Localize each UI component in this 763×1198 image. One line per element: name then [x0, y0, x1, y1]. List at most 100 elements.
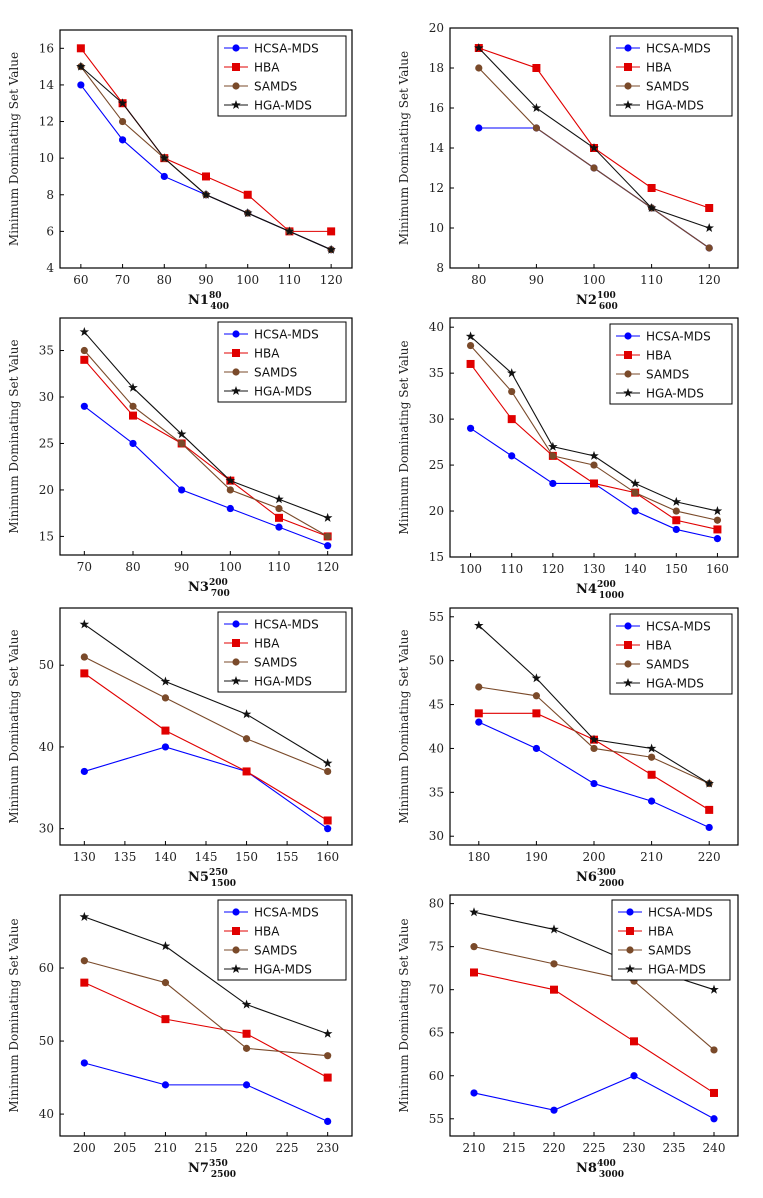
x-tick-label: 230 — [316, 1141, 339, 1155]
legend-label: SAMDS — [646, 658, 689, 672]
data-point — [323, 816, 332, 825]
data-point — [284, 226, 295, 236]
x-axis-name: N4 — [576, 582, 597, 597]
legend-label: SAMDS — [646, 80, 689, 94]
data-point — [713, 516, 722, 524]
legend-label: SAMDS — [254, 366, 297, 380]
data-point — [713, 525, 722, 534]
series-hga-mds — [79, 326, 333, 522]
legend-label: HGA-MDS — [646, 99, 704, 113]
x-tick-label: 100 — [236, 273, 259, 287]
y-tick-label: 35 — [429, 366, 444, 380]
legend-label: HBA — [646, 61, 672, 75]
legend: HCSA-MDS HBA SAMDS HGA-MDS — [609, 613, 733, 695]
data-point — [705, 244, 713, 252]
data-point — [243, 190, 252, 199]
y-axis-label: Minimum Dominating Set Value — [397, 51, 411, 245]
data-point — [475, 718, 483, 726]
legend-marker — [624, 660, 632, 668]
legend-label: HBA — [646, 349, 672, 363]
data-point — [631, 507, 639, 515]
legend-label: HCSA-MDS — [648, 906, 713, 920]
legend-marker — [232, 946, 240, 954]
legend-marker — [624, 332, 632, 340]
legend-label: HCSA-MDS — [254, 42, 319, 56]
data-point — [242, 1044, 251, 1052]
data-point — [475, 683, 483, 691]
x-tick-label: 160 — [316, 850, 339, 864]
series-hcsa-mds — [470, 1072, 718, 1123]
data-point — [590, 164, 598, 172]
x-tick-label: 90 — [174, 560, 189, 574]
data-point — [128, 382, 138, 392]
x-tick-label: 135 — [113, 850, 136, 864]
legend-marker — [232, 368, 240, 376]
legend-marker — [624, 63, 632, 71]
legend-label: HGA-MDS — [254, 675, 312, 689]
series-hba — [80, 978, 332, 1082]
data-point — [241, 709, 252, 719]
x-axis-superscript: 250 — [209, 868, 228, 878]
data-point — [630, 1072, 638, 1080]
legend-marker — [232, 639, 240, 647]
series-line — [84, 960, 328, 1057]
data-point — [531, 673, 542, 683]
x-axis-superscript: 200 — [209, 578, 228, 588]
data-point — [532, 64, 541, 72]
x-axis-superscript: 100 — [597, 291, 616, 301]
data-point — [630, 1037, 638, 1046]
data-point — [176, 429, 187, 439]
data-point — [532, 709, 541, 718]
data-point — [672, 516, 681, 525]
x-tick-label: 220 — [698, 850, 721, 864]
series-hga-mds — [76, 61, 336, 254]
y-tick-label: 55 — [429, 610, 444, 624]
data-point — [161, 726, 170, 735]
data-point — [532, 692, 541, 700]
legend-marker — [626, 946, 634, 954]
x-tick-label: 190 — [525, 850, 548, 864]
x-tick-label: 225 — [583, 1141, 606, 1155]
data-point — [508, 387, 516, 396]
x-tick-label: 90 — [529, 273, 544, 287]
data-point — [324, 1117, 332, 1125]
y-tick-label: 40 — [429, 741, 444, 755]
legend-label: SAMDS — [254, 656, 297, 670]
legend-marker — [231, 964, 241, 974]
series-samds — [475, 683, 713, 788]
y-tick-label: 14 — [429, 141, 445, 155]
legend-marker — [232, 349, 240, 357]
legend-marker — [232, 927, 240, 935]
chart-panel-7: 200 205 210 215 220 225 230 40 50 60 Minimum Domin… — [7, 894, 353, 1180]
data-point — [646, 203, 657, 213]
data-point — [160, 676, 171, 686]
data-point — [506, 368, 517, 378]
data-point — [161, 1015, 170, 1024]
x-tick-label: 140 — [154, 850, 177, 864]
legend: HCSA-MDS HBA SAMDS HGA-MDS — [217, 35, 347, 117]
series-hcsa-mds — [80, 402, 332, 550]
y-tick-label: 12 — [39, 115, 54, 129]
legend: HCSA-MDS HBA SAMDS HGA-MDS — [611, 899, 731, 981]
data-point — [326, 244, 336, 254]
y-tick-label: 25 — [429, 458, 444, 472]
chart-panel-1: 60 70 80 90 100 110 120 4 6 8 10 12 14 16 Minimum Domi… — [7, 29, 353, 312]
x-tick-label: 110 — [500, 562, 523, 576]
data-point — [226, 504, 234, 513]
legend-marker — [232, 44, 240, 52]
data-point — [161, 979, 170, 987]
x-tick-label: 235 — [663, 1141, 686, 1155]
data-point — [161, 743, 170, 751]
x-tick-label: 200 — [73, 1141, 96, 1155]
data-point — [647, 184, 656, 192]
data-point — [550, 960, 558, 968]
legend-label: SAMDS — [254, 944, 297, 958]
data-point — [80, 978, 89, 987]
data-point — [80, 346, 88, 355]
data-point — [712, 506, 723, 516]
series-samds — [466, 341, 722, 524]
y-tick-label: 16 — [39, 41, 54, 55]
data-point — [274, 494, 284, 504]
data-point — [532, 744, 541, 753]
